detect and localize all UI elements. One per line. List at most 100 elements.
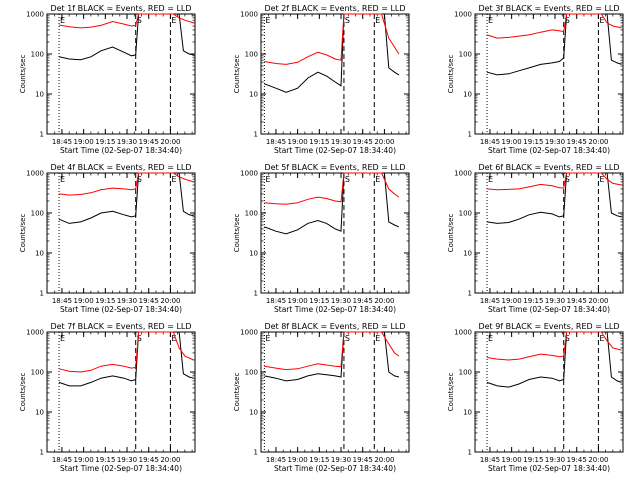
marker-label: S [345,16,350,25]
x-tick-label: 18:45 [480,138,500,146]
marker-label: E [599,175,604,184]
panel-5-ylabel: Counts/sec [233,214,241,253]
series-lld-line [264,172,400,205]
marker-label: E [171,175,176,184]
x-tick-label: 19:15 [95,456,115,464]
panel-5: Det 5f BLACK = Events, RED = LLD 1 10 100 10… [233,163,410,314]
y-tick-label: 1 [254,290,258,298]
series-events-line [58,331,194,387]
x-tick-label: 20:00 [374,138,394,146]
marker-label: E [488,16,493,25]
marker-label: E [60,175,65,184]
panel-5-title: Det 5f BLACK = Events, RED = LLD [264,163,405,172]
x-tick-label: 19:45 [567,456,587,464]
y-tick-label: 100 [31,369,44,377]
y-tick-label: 1000 [240,11,258,19]
x-tick-label: 18:45 [52,297,72,305]
x-tick-label: 19:30 [545,138,565,146]
y-tick-label: 1000 [240,329,258,337]
x-tick-label: 19:00 [288,297,308,305]
panel-7-title: Det 7f BLACK = Events, RED = LLD [50,322,191,331]
panel-1-xlabel: Start Time (02-Sep-07 18:34:40) [60,146,182,155]
panel-7-frame [46,331,196,453]
x-tick-label: 18:45 [480,456,500,464]
series-events-line [264,172,400,235]
x-tick-label: 19:00 [74,138,94,146]
x-tick-label: 20:00 [588,297,608,305]
panel-4: Det 4f BLACK = Events, RED = LLD 1 10 100 10… [19,163,196,314]
marker-label: S [565,175,570,184]
panel-2-xlabel: Start Time (02-Sep-07 18:34:40) [274,146,396,155]
panel-1-title: Det 1f BLACK = Events, RED = LLD [50,4,191,13]
marker-label: E [265,16,270,25]
marker-label: E [171,334,176,343]
x-tick-label: 18:45 [480,297,500,305]
marker-label: S [137,175,142,184]
panel-7-xlabel: Start Time (02-Sep-07 18:34:40) [60,464,182,473]
panel-5-xlabel: Start Time (02-Sep-07 18:34:40) [274,305,396,314]
x-tick-label: 20:00 [160,456,180,464]
x-tick-label: 19:15 [523,297,543,305]
series-lld-line [59,172,194,196]
y-tick-label: 1000 [26,11,44,19]
x-tick-label: 19:15 [95,138,115,146]
y-tick-label: 10 [249,250,258,258]
x-tick-label: 18:45 [52,456,72,464]
y-tick-label: 1000 [240,170,258,178]
x-tick-label: 19:45 [353,456,373,464]
panel-7-ylabel: Counts/sec [19,373,27,412]
x-tick-label: 19:45 [139,138,159,146]
y-tick-label: 1 [40,131,44,139]
panel-3-ylabel: Counts/sec [447,55,455,94]
y-tick-label: 10 [249,409,258,417]
x-tick-label: 18:45 [52,138,72,146]
series-events-line [264,331,400,382]
x-tick-label: 19:30 [117,138,137,146]
y-tick-label: 10 [463,409,472,417]
panel-2-title: Det 2f BLACK = Events, RED = LLD [264,4,405,13]
x-tick-label: 19:00 [74,297,94,305]
marker-label: E [488,334,493,343]
marker-label: S [137,16,142,25]
x-tick-label: 20:00 [588,456,608,464]
series-lld-line [486,13,622,39]
panel-6-ylabel: Counts/sec [447,214,455,253]
panel-6-frame [474,172,624,294]
x-tick-label: 19:15 [309,138,329,146]
marker-label: S [565,334,570,343]
x-tick-label: 19:15 [309,456,329,464]
x-tick-label: 19:15 [523,456,543,464]
panel-8-xlabel: Start Time (02-Sep-07 18:34:40) [274,464,396,473]
series-lld-line [487,172,622,191]
y-tick-label: 100 [459,369,472,377]
marker-label: E [265,334,270,343]
x-tick-label: 19:30 [331,456,351,464]
x-tick-label: 19:00 [288,138,308,146]
y-tick-label: 1000 [454,170,472,178]
series-events-line [486,13,622,76]
x-tick-label: 19:00 [288,456,308,464]
series-lld-line [264,13,400,65]
y-tick-label: 10 [249,91,258,99]
y-tick-label: 1 [254,131,258,139]
panel-4-frame [46,172,196,294]
x-tick-label: 19:45 [353,297,373,305]
marker-label: E [60,16,65,25]
y-tick-label: 100 [31,51,44,59]
panel-9-ylabel: Counts/sec [447,373,455,412]
y-tick-label: 1000 [26,329,44,337]
x-tick-label: 19:15 [95,297,115,305]
panel-1-ylabel: Counts/sec [19,55,27,94]
panel-3-frame [474,13,624,135]
x-tick-label: 20:00 [160,297,180,305]
panel-3-title: Det 3f BLACK = Events, RED = LLD [478,4,619,13]
x-tick-label: 19:45 [139,456,159,464]
x-tick-label: 19:00 [502,138,522,146]
x-tick-label: 19:30 [117,297,137,305]
y-tick-label: 1000 [454,11,472,19]
panel-9-xlabel: Start Time (02-Sep-07 18:34:40) [488,464,610,473]
x-tick-label: 19:30 [545,297,565,305]
series-events-line [58,13,194,61]
panel-3-xlabel: Start Time (02-Sep-07 18:34:40) [488,146,610,155]
y-tick-label: 100 [245,210,258,218]
